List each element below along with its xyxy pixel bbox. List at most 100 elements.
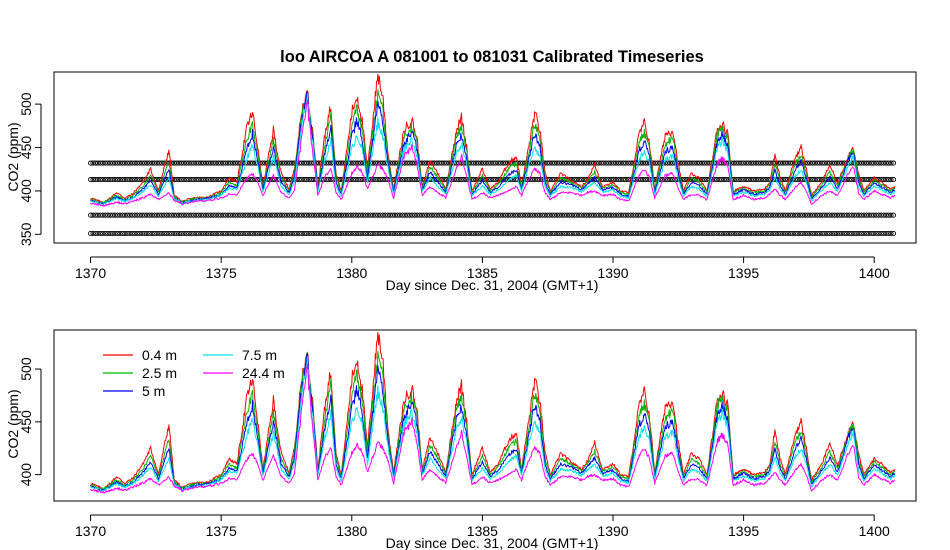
calibration-point-3 (377, 160, 383, 166)
calibration-point-0 (429, 230, 435, 237)
calibration-point-1 (642, 212, 649, 218)
calibration-point-0 (142, 230, 148, 237)
calibration-point-0 (773, 230, 779, 237)
calibration-point-3 (173, 160, 180, 166)
calibration-point-0 (466, 230, 472, 237)
calibration-point-0 (444, 230, 450, 237)
calibration-point-1 (517, 212, 523, 218)
calibration-point-3 (839, 160, 845, 166)
calibration-point-3 (559, 160, 565, 166)
calibration-point-0 (110, 230, 116, 237)
calibration-point-1 (277, 212, 283, 218)
calibration-point-3 (380, 160, 386, 166)
calibration-point-2 (721, 177, 727, 183)
calibration-point-1 (254, 212, 261, 218)
calibration-point-1 (856, 212, 862, 218)
calibration-point-0 (804, 230, 811, 237)
calibration-point-0 (822, 230, 828, 237)
calibration-point-1 (232, 212, 238, 218)
calibration-point-0 (480, 230, 486, 237)
calibration-point-0 (611, 230, 617, 237)
calibration-point-0 (564, 230, 570, 237)
calibration-point-0 (139, 230, 145, 237)
calibration-point-2 (409, 177, 415, 183)
calibration-point-1 (446, 212, 452, 218)
calibration-point-0 (176, 230, 182, 237)
calibration-point-2 (213, 177, 219, 183)
calibration-point-1 (156, 212, 162, 218)
calibration-point-2 (549, 177, 555, 183)
calibration-point-1 (225, 212, 231, 218)
calibration-point-2 (321, 177, 327, 183)
calibration-point-3 (188, 160, 194, 166)
calibration-point-3 (473, 160, 479, 166)
calibration-point-0 (392, 230, 398, 237)
bottom-plot-box (53, 329, 917, 502)
calibration-point-0 (252, 230, 258, 237)
calibration-point-1 (660, 212, 666, 218)
calibration-point-3 (836, 160, 843, 166)
bottom-series-lines (90, 332, 896, 494)
calibration-point-3 (517, 160, 523, 166)
calibration-point-2 (193, 177, 199, 183)
calibration-point-3 (483, 160, 489, 166)
calibration-point-0 (849, 230, 855, 237)
calibration-point-2 (883, 177, 889, 183)
calibration-point-3 (132, 160, 138, 166)
calibration-point-0 (876, 230, 882, 237)
calibration-point-2 (623, 177, 629, 183)
calibration-point-3 (441, 160, 447, 166)
calibration-point-0 (262, 230, 268, 237)
calibration-point-1 (785, 212, 791, 218)
calibration-point-3 (171, 160, 177, 166)
calibration-point-0 (149, 230, 155, 237)
calibration-point-1 (800, 212, 806, 218)
calibration-point-3 (235, 160, 241, 166)
calibration-point-1 (812, 212, 818, 218)
calibration-point-0 (488, 230, 494, 237)
calibration-point-2 (846, 177, 852, 183)
calibration-point-2 (215, 177, 221, 183)
calibration-point-1 (827, 212, 833, 218)
calibration-point-0 (451, 230, 457, 237)
x-tick-label: 1370 (75, 265, 106, 281)
calibration-point-1 (883, 212, 889, 218)
calibration-point-2 (741, 177, 747, 183)
calibration-point-0 (593, 230, 599, 237)
calibration-point-0 (323, 230, 329, 237)
calibration-point-0 (760, 230, 766, 237)
calibration-point-1 (836, 212, 843, 218)
calibration-point-0 (88, 230, 94, 237)
calibration-point-1 (716, 212, 722, 218)
calibration-point-1 (515, 212, 521, 218)
calibration-point-3 (289, 160, 295, 166)
calibration-point-0 (660, 230, 666, 237)
calibration-point-3 (814, 160, 820, 166)
calibration-point-0 (881, 230, 887, 237)
calibration-point-1 (672, 212, 678, 218)
calibration-point-2 (471, 177, 477, 183)
calibration-point-2 (888, 177, 894, 183)
calibration-point-1 (306, 212, 312, 218)
top-panel: loo AIRCOA A 081001 to 081031 Calibrated… (5, 48, 917, 293)
calibration-point-1 (382, 212, 388, 218)
calibration-point-0 (144, 230, 150, 237)
calibration-point-3 (205, 160, 211, 166)
calibration-point-3 (861, 160, 867, 166)
calibration-point-1 (603, 212, 609, 218)
calibration-point-1 (127, 212, 133, 218)
calibration-point-0 (792, 230, 798, 237)
calibration-point-0 (598, 230, 604, 237)
calibration-point-0 (871, 230, 877, 237)
calibration-point-3 (760, 160, 766, 166)
calibration-point-0 (380, 230, 386, 237)
calibration-point-0 (100, 230, 106, 237)
calibration-point-2 (439, 177, 445, 183)
calibration-point-1 (424, 212, 430, 218)
x-tick-label: 1375 (206, 265, 237, 281)
calibration-point-3 (601, 160, 607, 166)
calibration-point-0 (765, 230, 771, 237)
calibration-point-2 (490, 177, 496, 183)
calibration-point-2 (736, 177, 742, 183)
calibration-point-0 (883, 230, 889, 237)
